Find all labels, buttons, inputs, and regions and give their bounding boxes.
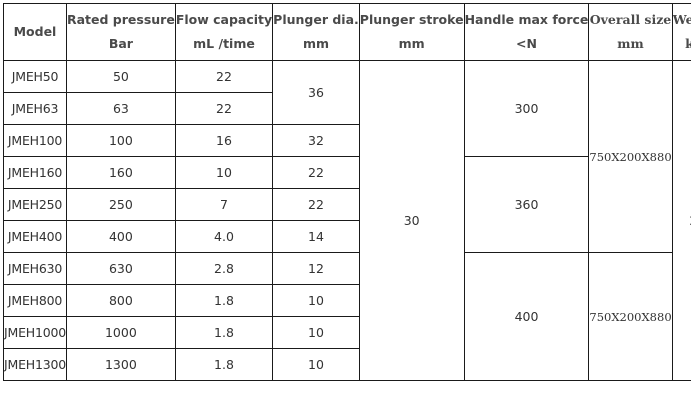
cell-pressure: 1300 bbox=[65, 348, 176, 381]
cell-model: JMEH1000 bbox=[3, 316, 67, 349]
table-row: JMEH160 160 10 22 360 bbox=[3, 156, 691, 253]
cell-pressure: 400 bbox=[65, 220, 176, 253]
spec-table-wrapper: Model Rated pressure Bar Flow capacity mL … bbox=[3, 3, 691, 381]
cell-model: JMEH400 bbox=[3, 220, 67, 253]
header-flow-capacity: Flow capacity mL /time bbox=[174, 3, 274, 61]
cell-flow: 22 bbox=[174, 60, 274, 93]
table-row: JMEH630 630 2.8 12 400 750X200X880 bbox=[3, 252, 691, 381]
cell-model: JMEH160 bbox=[3, 156, 67, 189]
cell-plunger-dia: 10 bbox=[272, 316, 360, 349]
header-plunger-dia: Plunger dia. mm bbox=[272, 3, 360, 61]
cell-pressure: 250 bbox=[65, 188, 176, 221]
cell-flow: 1.8 bbox=[174, 348, 274, 381]
cell-model: JMEH1300 bbox=[3, 348, 67, 381]
cell-model: JMEH800 bbox=[3, 284, 67, 317]
cell-overall-size: 750X200X880 bbox=[588, 60, 673, 253]
cell-model: JMEH63 bbox=[3, 92, 67, 125]
cell-flow: 2.8 bbox=[174, 252, 274, 285]
cell-plunger-dia: 12 bbox=[272, 252, 360, 285]
table-row: JMEH100 100 16 32 bbox=[3, 124, 691, 157]
cell-model: JMEH100 bbox=[3, 124, 67, 157]
header-weight: Weightkgs bbox=[671, 3, 691, 61]
cell-flow: 10 bbox=[174, 156, 274, 189]
spec-table: Model Rated pressure Bar Flow capacity mL … bbox=[3, 3, 691, 381]
cell-pressure: 100 bbox=[65, 124, 176, 157]
table-row: JMEH63 63 22 bbox=[3, 92, 691, 125]
cell-model: JMEH50 bbox=[3, 60, 67, 93]
header-overall-size: Overall size mm bbox=[588, 3, 673, 61]
cell-plunger-dia: 32 bbox=[272, 124, 360, 157]
cell-handle-force: 300 bbox=[463, 60, 590, 157]
header-model: Model bbox=[3, 3, 67, 61]
cell-plunger-dia: 10 bbox=[272, 284, 360, 317]
cell-handle-force: 400 bbox=[463, 252, 590, 381]
cell-flow: 22 bbox=[174, 92, 274, 125]
cell-weight: 23 bbox=[671, 60, 691, 381]
cell-plunger-dia: 22 bbox=[272, 156, 360, 189]
cell-plunger-dia: 14 bbox=[272, 220, 360, 253]
cell-flow: 1.8 bbox=[174, 284, 274, 317]
table-row: JMEH50 50 22 36 30 300 750X200X880 23 bbox=[3, 60, 691, 381]
table-row: JMEH800 800 1.8 10 bbox=[3, 284, 691, 317]
cell-plunger-dia: 10 bbox=[272, 348, 360, 381]
cell-pressure: 63 bbox=[65, 92, 176, 125]
cell-pressure: 1000 bbox=[65, 316, 176, 349]
cell-model: JMEH630 bbox=[3, 252, 67, 285]
header-rated-pressure: Rated pressure Bar bbox=[65, 3, 176, 61]
cell-pressure: 50 bbox=[65, 60, 176, 93]
cell-plunger-stroke: 30 bbox=[358, 60, 465, 381]
cell-model: JMEH250 bbox=[3, 188, 67, 221]
cell-pressure: 800 bbox=[65, 284, 176, 317]
cell-plunger-dia: 36 bbox=[272, 60, 360, 125]
cell-flow: 16 bbox=[174, 124, 274, 157]
cell-handle-force: 360 bbox=[463, 156, 590, 253]
cell-overall-size: 750X200X880 bbox=[588, 252, 673, 381]
table-row: JMEH1300 1300 1.8 10 bbox=[3, 348, 691, 381]
cell-pressure: 160 bbox=[65, 156, 176, 189]
cell-flow: 4.0 bbox=[174, 220, 274, 253]
cell-plunger-dia: 22 bbox=[272, 188, 360, 221]
header-handle-max-force: Handle max force <N bbox=[463, 3, 590, 61]
cell-pressure: 630 bbox=[65, 252, 176, 285]
table-row: JMEH250 250 7 22 bbox=[3, 188, 691, 221]
cell-flow: 1.8 bbox=[174, 316, 274, 349]
header-plunger-stroke: Plunger stroke mm bbox=[358, 3, 465, 61]
header-row: Model Rated pressure Bar Flow capacity mL … bbox=[3, 3, 691, 61]
cell-flow: 7 bbox=[174, 188, 274, 221]
